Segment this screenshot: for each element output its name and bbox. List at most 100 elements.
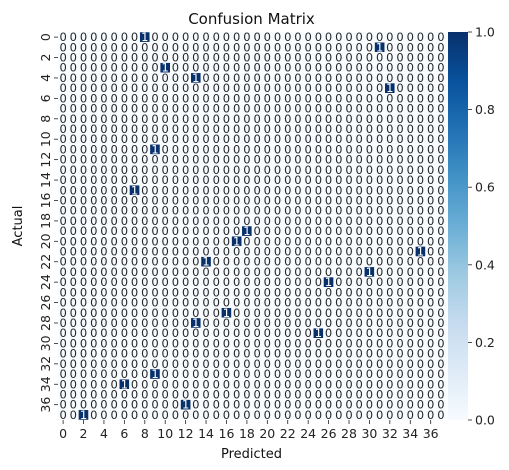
cell-annotation: 0 [121,30,128,44]
cell-annotation: 0 [59,81,66,95]
cell-annotation: 0 [121,71,128,85]
cell-annotation: 0 [366,132,373,146]
cell-annotation: 0 [172,153,179,167]
cell-annotation: 0 [202,153,209,167]
cell-annotation: 0 [90,40,97,54]
cell-annotation: 0 [141,132,148,146]
cell-annotation: 0 [172,81,179,95]
cell-annotation: 0 [80,153,87,167]
cell-annotation: 0 [386,112,393,126]
cell-annotation: 0 [427,91,434,105]
cell-annotation: 0 [437,102,444,116]
cell-annotation: 0 [366,122,373,136]
cell-annotation: 0 [162,173,169,187]
cell-annotation: 0 [121,61,128,75]
colorbar-tick-label: 0.8 [475,102,495,117]
cell-annotation: 0 [131,91,138,105]
cell-annotation: 0 [386,153,393,167]
cell-annotation: 0 [437,71,444,85]
cell-annotation: 0 [396,51,403,65]
cell-annotation: 0 [213,71,220,85]
cell-annotation: 0 [345,61,352,75]
cell-annotation: 0 [253,51,260,65]
cell-annotation: 0 [396,91,403,105]
x-tick-label: 32 [382,426,398,441]
cell-annotation: 0 [284,40,291,54]
cell-annotation: 0 [80,91,87,105]
cell-annotation: 0 [100,91,107,105]
x-tick-label: 18 [239,426,255,441]
cell-annotation: 0 [192,61,199,75]
cell-annotation: 0 [131,132,138,146]
cell-annotation: 0 [100,132,107,146]
colorbar-tick-label: 0.6 [475,180,495,195]
cell-annotation: 0 [162,132,169,146]
cell-annotation: 0 [366,112,373,126]
cell-annotation: 0 [110,61,117,75]
cell-annotation: 0 [100,71,107,85]
cell-annotation: 0 [284,61,291,75]
cell-annotation: 0 [162,122,169,136]
cell-annotation: 0 [274,112,281,126]
cell-annotation: 0 [345,112,352,126]
cell-annotation: 0 [366,102,373,116]
cell-annotation: 0 [315,408,322,422]
cell-annotation: 0 [345,153,352,167]
cell-annotation: 0 [90,112,97,126]
cell-annotation: 0 [59,102,66,116]
cell-annotation: 0 [90,81,97,95]
cell-annotation: 0 [253,142,260,156]
cell-annotation: 0 [59,71,66,85]
cell-annotation: 0 [325,153,332,167]
y-tick-label: 16 [38,192,53,208]
cell-annotation: 0 [202,132,209,146]
cell-annotation: 0 [396,122,403,136]
cell-annotation: 0 [90,51,97,65]
cell-annotation: 0 [100,40,107,54]
cell-annotation: 0 [80,51,87,65]
cell-annotation: 0 [376,408,383,422]
cell-annotation: 0 [304,132,311,146]
cell-annotation: 0 [345,81,352,95]
cell-annotation: 0 [294,40,301,54]
cell-annotation: 0 [70,51,77,65]
cell-annotation: 0 [304,81,311,95]
cell-annotation: 0 [366,40,373,54]
cell-annotation: 0 [366,71,373,85]
cell-annotation: 0 [162,81,169,95]
cell-annotation: 0 [376,132,383,146]
x-tick-label: 20 [259,426,275,441]
cell-annotation: 0 [345,132,352,146]
cell-annotation: 0 [202,163,209,177]
cell-annotation: 0 [70,132,77,146]
cell-annotation: 0 [427,408,434,422]
y-tick-label: 18 [38,213,53,229]
cell-annotation: 0 [100,153,107,167]
cell-annotation: 0 [366,61,373,75]
cell-annotation: 0 [264,142,271,156]
cell-annotation: 0 [264,112,271,126]
colorbar-ticks: 0.0 0.2 0.4 0.6 0.8 1.0 [468,25,495,428]
cell-annotation: 0 [356,71,363,85]
cell-annotation: 0 [90,408,97,422]
cell-annotation: 0 [121,142,128,156]
cell-annotation: 0 [243,61,250,75]
colorbar-tick-label: 1.0 [475,25,495,40]
cell-annotation: 0 [315,163,322,177]
cell-annotation: 0 [223,81,230,95]
cell-annotation: 0 [59,40,66,54]
cell-annotation: 0 [233,122,240,136]
cell-annotation: 0 [427,61,434,75]
cell-annotation: 0 [386,61,393,75]
cell-annotation: 0 [110,112,117,126]
cell-annotation: 0 [304,408,311,422]
x-tick-label: 34 [402,426,418,441]
cell-annotation: 0 [110,122,117,136]
cell-annotation: 0 [223,61,230,75]
cell-annotation: 0 [151,71,158,85]
y-tick-label: 22 [38,254,53,270]
cell-annotation: 0 [345,163,352,177]
cell-annotation: 0 [100,142,107,156]
cell-annotation: 0 [417,122,424,136]
cell-annotation: 0 [437,30,444,44]
